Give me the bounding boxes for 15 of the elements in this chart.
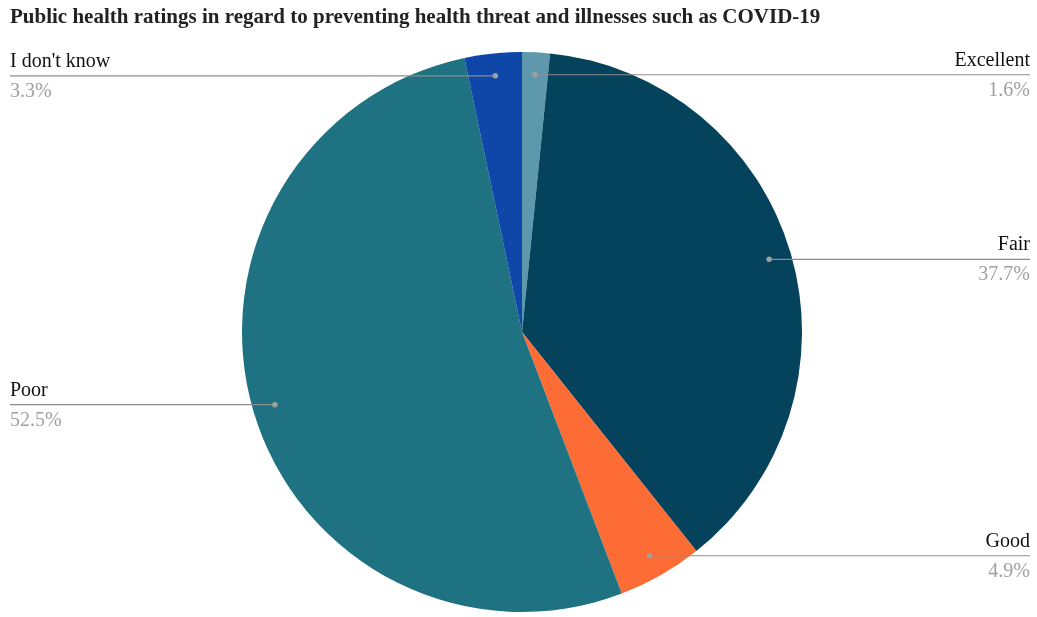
pie-slice	[464, 52, 522, 332]
pie-slice	[242, 58, 622, 612]
slice-label: Fair	[997, 232, 1031, 255]
slice-label: Good	[985, 528, 1030, 551]
chart-title: Public health ratings in regard to preventing health threat and illnesses such as COVID-19	[10, 4, 821, 28]
slice-label: I don't know	[10, 48, 111, 71]
data-label: 37.7%	[978, 262, 1030, 285]
pie-slice	[522, 332, 697, 594]
data-label: 52.5%	[10, 407, 62, 430]
pie-slice	[522, 53, 802, 552]
data-label: 3.3%	[10, 78, 52, 101]
data-label: 4.9%	[988, 558, 1030, 581]
slice-label: Excellent	[954, 47, 1031, 70]
data-label: 1.6%	[988, 77, 1030, 100]
slice-label: Poor	[10, 377, 49, 400]
